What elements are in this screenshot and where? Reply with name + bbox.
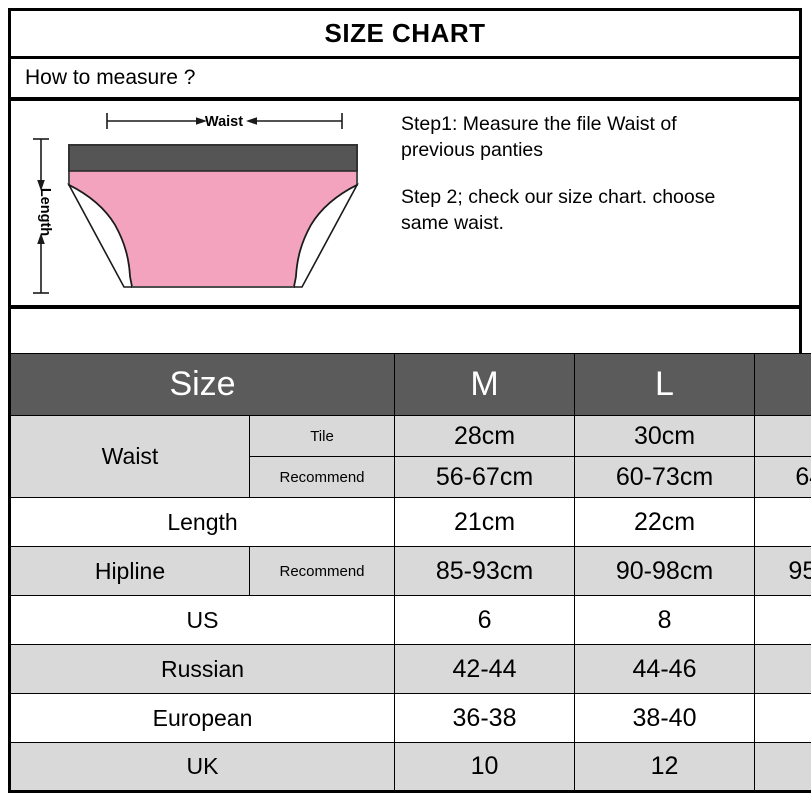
cell-hipline-l: 90-98cm [574,546,756,596]
table-spacer [8,309,802,353]
cell-us-m: 6 [394,595,576,645]
step1-line1: Step1: Measure the file Waist of [401,113,677,135]
header-size-m: M [394,353,576,416]
cell-hipline-xl: 95-103cm [754,546,811,596]
cell-waist-tile-m: 28cm [394,415,576,457]
cell-waist-tile-l: 30cm [574,415,756,457]
row-label-us: US [8,595,396,645]
row-label-hipline: Hipline [9,546,250,596]
cell-us-xl: 10 [754,595,811,645]
cell-russian-xl: 46-48 [754,644,811,694]
table-row: Hipline Recommend 85-93cm 90-98cm 95-103… [9,546,811,596]
cell-length-xl: 23cm [754,497,811,547]
cell-uk-m: 10 [394,742,576,792]
cell-waist-recommend-l: 60-73cm [574,456,756,498]
waist-label: Waist [205,114,243,130]
table-row: UK 10 12 14 [8,742,811,792]
left-leg-opening [67,183,133,288]
table-row: Length 21cm 22cm 23cm [8,497,811,547]
row-label-waist: Waist [9,415,250,498]
cell-hipline-m: 85-93cm [394,546,576,596]
cell-uk-xl: 14 [754,742,811,792]
waistband [68,144,358,172]
length-dimension [33,138,49,294]
header-size-label: Size [8,353,396,416]
panty-diagram: Waist Length [11,101,383,305]
how-to-measure-label: How to measure ? [25,66,196,89]
panty-diagram-svg: Waist Length [33,113,359,294]
cell-uk-l: 12 [574,742,756,792]
table-row: Waist Tile 28cm 30cm 32cm [9,415,811,498]
length-arrow-up-icon [37,233,45,244]
how-to-measure-row: How to measure ? [11,59,799,101]
title-row: SIZE CHART [11,11,799,59]
table-header-row: Size M L XL [8,353,811,416]
cell-european-m: 36-38 [394,693,576,743]
header-size-xl: XL [754,353,811,416]
cell-length-l: 22cm [574,497,756,547]
sublabel-waist-tile: Tile [248,415,396,457]
size-table: Size M L XL Waist Tile 28cm 30cm 32cm Re… [8,353,811,793]
cell-european-xl: 40-42 [754,693,811,743]
table-row: European 36-38 38-40 40-42 [8,693,811,743]
page-title: SIZE CHART [324,18,486,48]
cell-length-m: 21cm [394,497,576,547]
cell-russian-l: 44-46 [574,644,756,694]
row-label-length: Length [8,497,396,547]
length-arrow-down-icon [37,180,45,191]
cell-russian-m: 42-44 [394,644,576,694]
cell-us-l: 8 [574,595,756,645]
length-label: Length [37,188,53,236]
right-leg-opening [293,183,359,288]
waist-arrow-left-icon [246,117,257,125]
table-row: US 6 8 10 [8,595,811,645]
measure-row: Waist Length [11,101,799,305]
cell-waist-tile-xl: 32cm [754,415,811,457]
cell-waist-recommend-m: 56-67cm [394,456,576,498]
steps-panel: Step1: Measure the file Waist of previou… [383,101,799,305]
step1-line2: previous panties [401,138,544,161]
row-label-european: European [8,693,396,743]
measurement-guide-panel: SIZE CHART How to measure ? Wa [8,8,802,309]
header-size-l: L [574,353,756,416]
cell-european-l: 38-40 [574,693,756,743]
waist-dimension [106,113,343,129]
waist-arrow-right-icon [196,117,207,125]
table-row: Russian 42-44 44-46 46-48 [8,644,811,694]
sublabel-hipline-recommend: Recommend [248,546,396,596]
cell-waist-recommend-xl: 64-79cm [754,456,811,498]
table-row: Recommend 56-67cm 60-73cm 64-79cm [10,456,811,498]
row-label-uk: UK [8,742,396,792]
step2-line1: Step 2; check our size chart. choose [401,186,716,208]
row-label-russian: Russian [8,644,396,694]
sublabel-waist-recommend: Recommend [248,456,396,498]
step2-line2: same waist. [401,211,504,234]
